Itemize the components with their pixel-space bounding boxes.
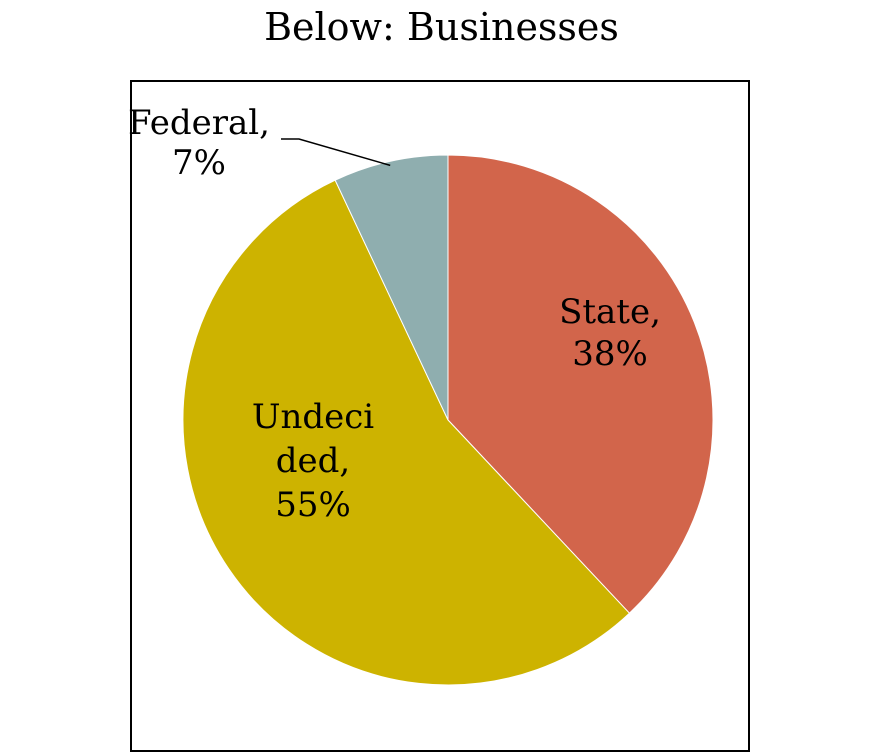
chart-title: Below: Businesses [264,5,619,49]
pie-slice-undecided [182,179,631,686]
pie-slice-state [447,154,714,614]
data-label-federal: Federal, 7% [128,103,270,183]
chart-frame [130,80,750,752]
leader-line-federal [281,138,391,167]
data-label-undecided: Undeci ded, 55% [252,397,374,525]
data-label-state: State, 38% [559,292,661,374]
pie-slice-federal [334,154,449,421]
